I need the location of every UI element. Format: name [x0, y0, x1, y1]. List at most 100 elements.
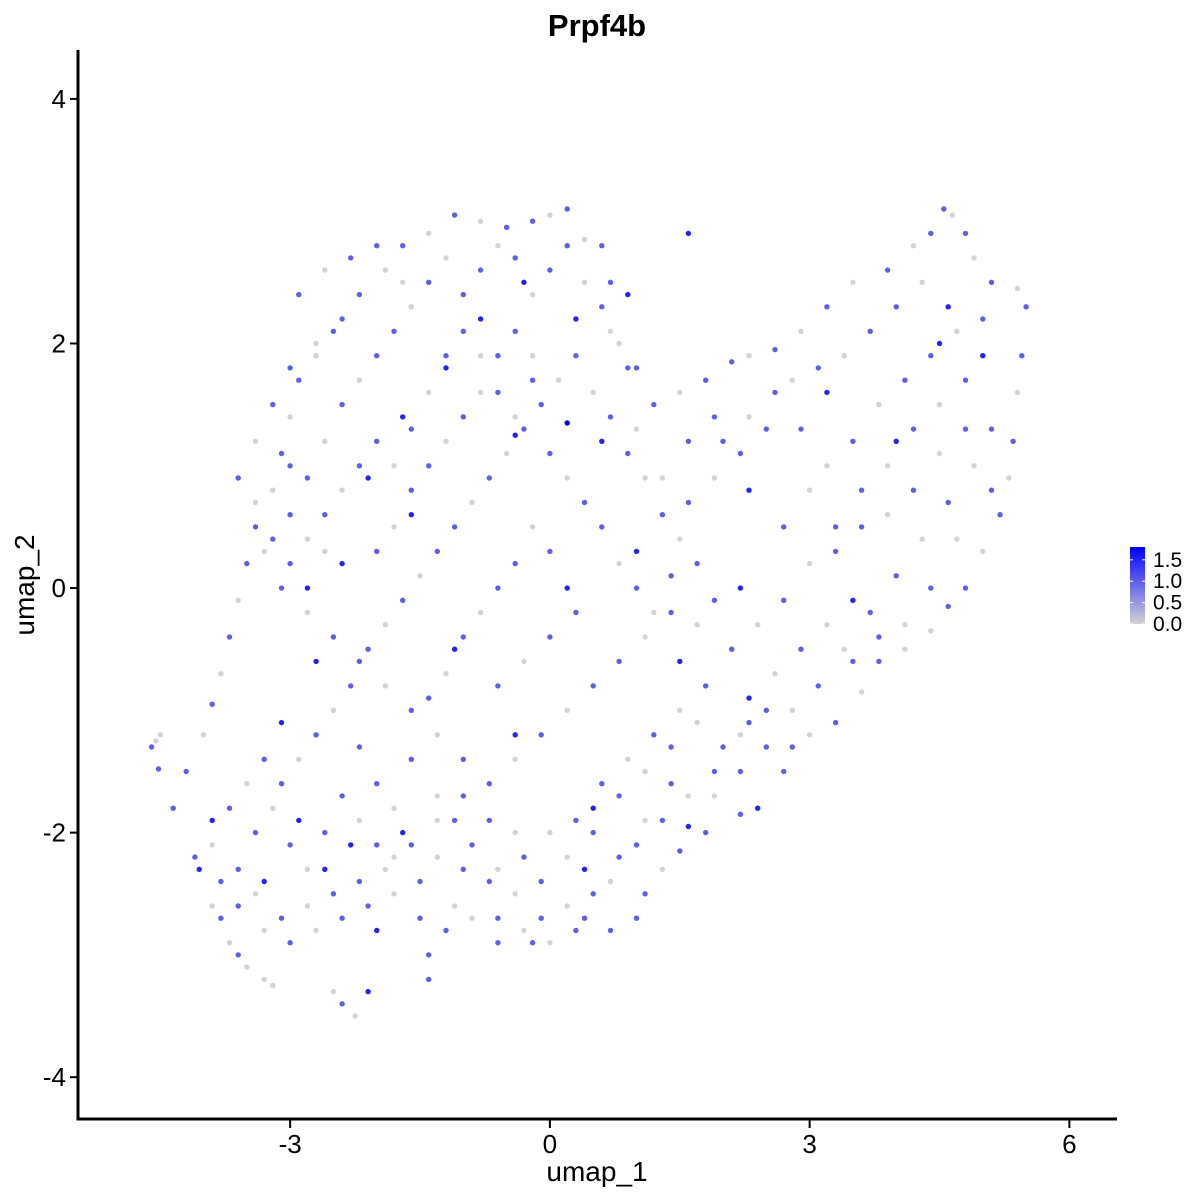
data-point [443, 671, 449, 677]
colorbar-ticks: 0.00.51.01.5 [1130, 549, 1182, 636]
data-point [547, 212, 553, 218]
data-point [616, 340, 622, 347]
data-point [962, 377, 969, 383]
data-point [287, 842, 293, 848]
data-point [434, 732, 440, 738]
data-point [850, 658, 856, 665]
data-point [330, 988, 337, 995]
data-point [400, 829, 406, 836]
data-point [287, 560, 293, 567]
data-point [893, 304, 899, 310]
data-point [374, 243, 380, 249]
data-point [625, 365, 631, 371]
data-point [607, 878, 614, 885]
data-point [858, 487, 865, 493]
data-point [322, 512, 328, 518]
data-point [382, 622, 389, 628]
data-point [945, 304, 951, 310]
data-point [1006, 475, 1012, 481]
data-point [252, 524, 259, 530]
data-point [495, 243, 501, 249]
data-point [512, 255, 518, 261]
data-point [304, 903, 311, 909]
data-point [460, 414, 466, 420]
data-point [607, 927, 614, 934]
data-point [573, 927, 579, 934]
data-point [824, 463, 830, 469]
data-point [157, 732, 163, 738]
data-point [170, 805, 176, 811]
data-point [365, 988, 371, 995]
data-point [798, 426, 804, 432]
data-point [218, 915, 224, 921]
data-point [737, 585, 744, 591]
data-point [633, 426, 640, 432]
data-point [625, 756, 631, 762]
data-point [235, 903, 241, 909]
data-point [313, 353, 319, 359]
data-point [902, 622, 908, 628]
data-point [755, 805, 761, 811]
data-point [287, 940, 293, 946]
data-point [685, 230, 692, 237]
data-point [356, 291, 363, 298]
data-point [477, 267, 484, 273]
x-axis-label: umap_1 [546, 1156, 647, 1187]
data-point [235, 866, 241, 872]
data-point [287, 463, 293, 469]
data-point [659, 817, 666, 824]
data-point [426, 389, 432, 396]
data-point [677, 848, 683, 854]
data-point [521, 927, 527, 934]
data-point [789, 744, 795, 750]
data-point [781, 524, 787, 530]
y-tick-label: 0 [52, 573, 66, 603]
data-point [218, 878, 224, 885]
data-point [711, 414, 718, 420]
data-point [460, 793, 466, 799]
data-point [322, 866, 328, 872]
data-point [365, 475, 371, 481]
data-point [633, 915, 640, 921]
data-point [980, 353, 986, 359]
data-point [876, 658, 882, 665]
data-point [408, 756, 414, 762]
data-point [980, 316, 986, 322]
data-point [919, 279, 925, 285]
data-point [746, 414, 752, 420]
data-point [408, 707, 414, 713]
data-point [564, 206, 570, 212]
data-point [841, 353, 847, 359]
data-point [703, 377, 709, 383]
data-point [426, 695, 432, 701]
data-point [339, 401, 345, 408]
data-point [806, 732, 813, 738]
data-point [348, 842, 354, 848]
data-point [581, 499, 588, 506]
data-point [287, 414, 293, 420]
data-point [391, 805, 397, 811]
data-point [928, 585, 934, 591]
data-point [529, 218, 536, 224]
data-point [694, 560, 700, 567]
data-point [235, 475, 241, 481]
data-point [581, 915, 588, 921]
data-point [192, 854, 198, 860]
data-point [460, 328, 466, 334]
data-point [304, 866, 311, 872]
data-point [348, 683, 354, 689]
data-point [374, 548, 380, 555]
data-point [183, 768, 189, 775]
data-point [832, 719, 839, 726]
data-point [330, 891, 337, 897]
data-point [737, 811, 744, 817]
data-point [391, 463, 397, 469]
colorbar-tick-label: 0.5 [1153, 592, 1182, 615]
data-point [729, 646, 735, 652]
data-point [763, 426, 769, 432]
data-point [278, 781, 285, 787]
data-point [919, 536, 925, 542]
data-point [209, 701, 215, 707]
data-point [521, 854, 527, 860]
data-point [148, 744, 155, 750]
